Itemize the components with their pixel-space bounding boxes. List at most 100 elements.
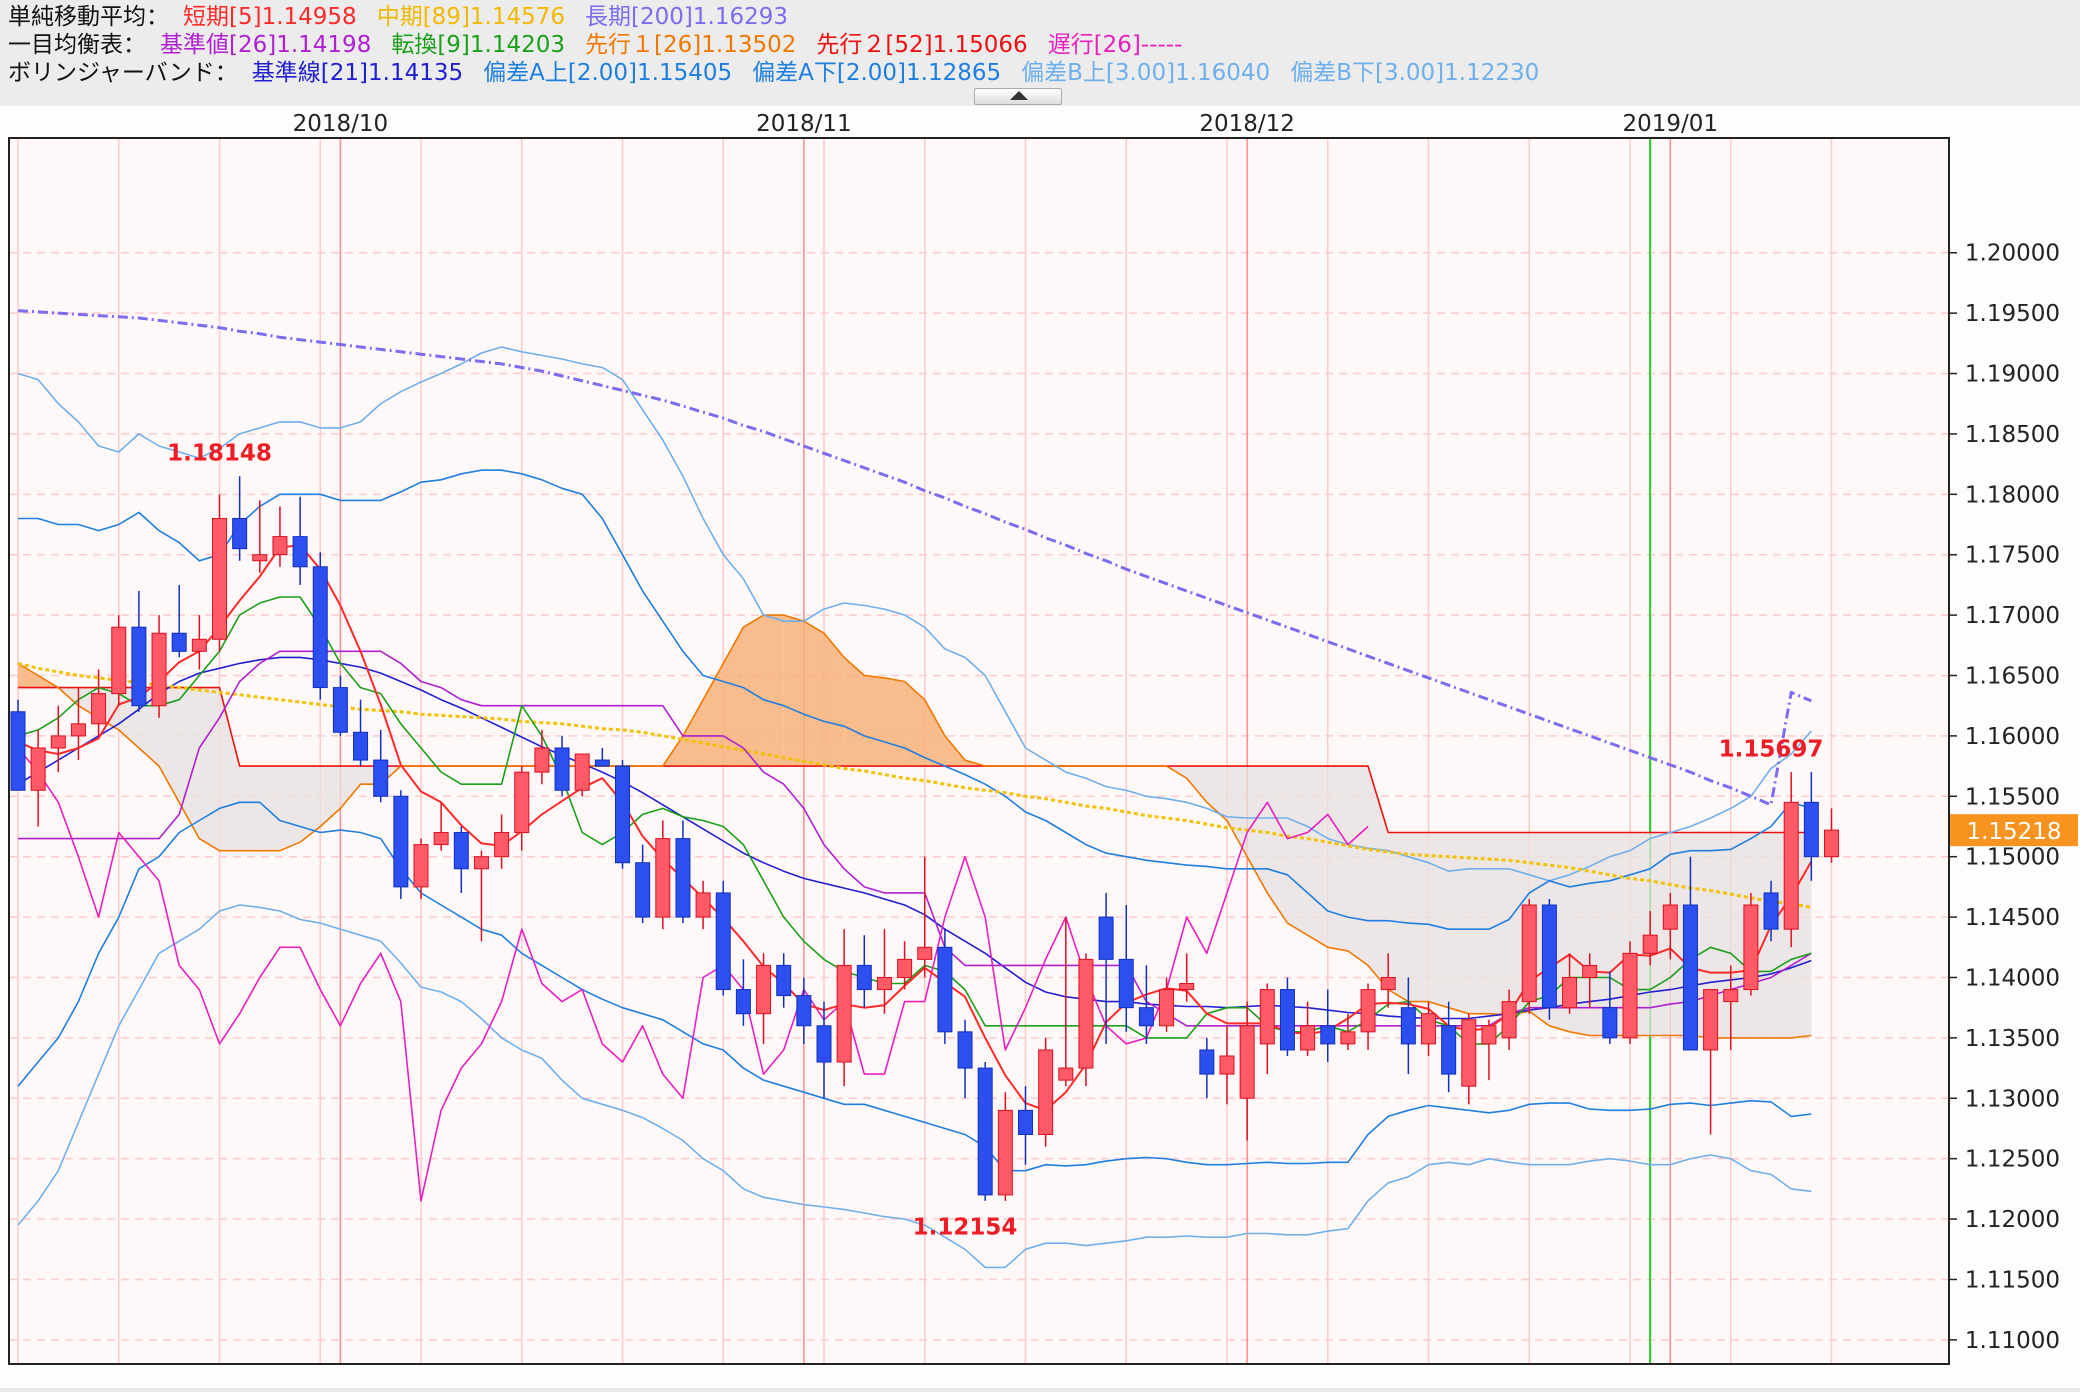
cloud-segment-42	[864, 675, 885, 767]
sma-legend-row: 単純移動平均： 短期[5]1.14958 中期[89]1.14576 長期[200]1…	[8, 2, 808, 32]
x-axis-label-3: 2019/01	[1623, 111, 1719, 137]
cloud-segment-8	[179, 687, 200, 839]
bb-a-up-line	[18, 469, 1812, 930]
bollinger-legend-item-1: 偏差A上[2.00]1.15405	[483, 60, 733, 86]
ichimoku-legend-item-4: 遅行[26]-----	[1047, 32, 1183, 58]
candle-body-13	[272, 536, 288, 556]
candle-body-69	[1400, 1007, 1416, 1045]
price-annotation-2: 1.15697	[1719, 737, 1824, 763]
cloud-segment-69	[1408, 832, 1429, 1002]
candle-body-63	[1279, 989, 1295, 1051]
chevron-up-icon	[1010, 91, 1028, 100]
sma-legend-item-0: 短期[5]1.14958	[183, 4, 357, 30]
candle-body-17	[353, 731, 369, 761]
candle-body-59	[1199, 1049, 1215, 1075]
candle-body-65	[1320, 1025, 1336, 1045]
candle-body-21	[433, 832, 449, 846]
candle-body-54	[1098, 916, 1114, 960]
y-tick-label-6: 1.17000	[1965, 603, 2060, 629]
y-tick-label-18: 1.11000	[1965, 1328, 2060, 1354]
cloud-segment-65	[1327, 766, 1348, 951]
y-tick-label-15: 1.12500	[1965, 1147, 2060, 1173]
cloud-segment-13	[279, 766, 301, 851]
sma-mid-line	[17, 661, 1812, 909]
candle-body-14	[292, 536, 308, 568]
cloud-segment-43	[884, 677, 905, 767]
cloud-segment-58	[1186, 766, 1207, 803]
candle-body-52	[1058, 1067, 1074, 1081]
cloud-segment-60	[1227, 766, 1248, 857]
candle-body-44	[897, 958, 913, 978]
x-axis-label-1: 2018/11	[756, 111, 852, 137]
cloud-segment-62	[1267, 766, 1288, 924]
bollinger-legend-item-2: 偏差A下[2.00]1.12865	[752, 60, 1002, 86]
bollinger-legend-item-4: 偏差B下[3.00]1.12230	[1290, 60, 1540, 86]
candle-body-62	[1259, 989, 1275, 1045]
cloud-segment-14	[300, 766, 321, 843]
cloud-segment-16	[340, 766, 361, 809]
candle-body-79	[1602, 1007, 1618, 1039]
candle-body-86	[1743, 904, 1759, 991]
candle-body-31	[635, 862, 651, 918]
cloud-segment-68	[1388, 832, 1409, 1002]
cloud-segment-63	[1287, 766, 1308, 936]
sma-title: 単純移動平均：	[8, 4, 169, 30]
candle-body-40	[816, 1025, 832, 1063]
indicator-legend-panel: 単純移動平均： 短期[5]1.14958 中期[89]1.14576 長期[200]1…	[0, 0, 2080, 106]
y-tick-label-7: 1.16500	[1965, 664, 2060, 690]
ichimoku-title: 一目均衡表：	[8, 32, 146, 58]
candle-body-85	[1723, 989, 1739, 1003]
candle-body-22	[453, 832, 469, 870]
candle-body-78	[1582, 964, 1598, 978]
candle-body-53	[1078, 958, 1094, 1069]
senkou-b-line	[18, 686, 1812, 834]
candle-body-45	[917, 946, 933, 960]
ichimoku-legend-row: 一目均衡表： 基準値[26]1.14198 転換[9]1.14203 先行１[26]1…	[8, 30, 1202, 60]
candle-body-43	[876, 976, 892, 991]
chikou-line	[17, 747, 1369, 1202]
candle-body-56	[1138, 1007, 1154, 1027]
y-tick-label-10: 1.15000	[1965, 845, 2060, 871]
y-tick-label-16: 1.12000	[1965, 1207, 2060, 1233]
candle-body-77	[1562, 976, 1578, 1009]
cloud-segment-70	[1428, 832, 1449, 1008]
candle-body-80	[1622, 952, 1638, 1039]
y-tick-label-14: 1.13000	[1965, 1086, 2060, 1112]
candle-body-41	[836, 964, 852, 1063]
collapse-panel-button[interactable]	[974, 88, 1062, 105]
current-price-label: 1.15218	[1966, 819, 2061, 845]
candle-body-87	[1763, 892, 1779, 930]
candle-body-60	[1219, 1055, 1235, 1075]
candle-body-18	[373, 759, 389, 797]
candle-body-83	[1682, 904, 1698, 1051]
cloud-segment-67	[1368, 766, 1389, 990]
bb-b-up-line	[17, 346, 1812, 882]
candle-body-10	[212, 517, 227, 640]
x-axis-label-2: 2018/12	[1199, 111, 1295, 137]
cloud-segment-45	[924, 699, 945, 767]
candle-body-72	[1461, 1019, 1477, 1087]
x-axis-label-0: 2018/10	[293, 111, 389, 137]
cloud-segment-9	[199, 687, 220, 851]
candle-body-26	[534, 747, 550, 773]
cloud-segment-6	[138, 687, 160, 767]
bb-b-dn-line	[17, 904, 1812, 1269]
candle-body-34	[695, 892, 711, 918]
candle-body-66	[1340, 1031, 1356, 1045]
bb-a-dn-line	[17, 801, 1812, 1172]
candle-body-32	[655, 838, 671, 918]
candle-body-2	[50, 735, 66, 749]
candle-body-51	[1038, 1049, 1054, 1136]
y-tick-label-17: 1.11500	[1965, 1267, 2060, 1293]
candle-body-67	[1360, 989, 1376, 1033]
cloud-segment-41	[844, 657, 865, 767]
y-tick-label-12: 1.14000	[1965, 965, 2060, 991]
cloud-segment-39	[803, 621, 824, 767]
cloud-segment-44	[904, 681, 925, 767]
candle-body-5	[111, 626, 127, 695]
ichimoku-legend-item-1: 転換[9]1.14203	[391, 32, 566, 58]
candle-body-50	[1018, 1109, 1033, 1136]
candle-body-12	[252, 554, 268, 562]
price-chart[interactable]: 1.18148 1.12154 1.15697 1.20000 1.19500 1.19…	[0, 106, 2080, 1388]
candle-body-75	[1521, 904, 1537, 1003]
